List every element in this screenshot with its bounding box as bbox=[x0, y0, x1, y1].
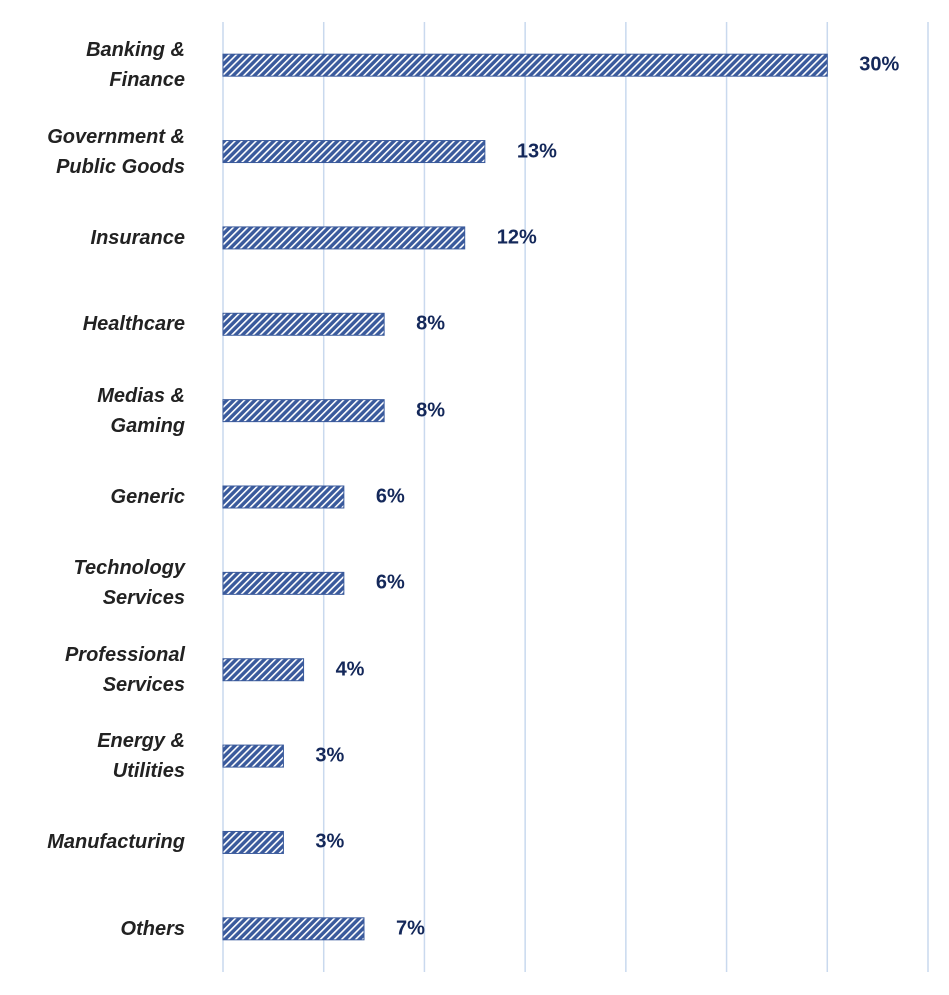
category-label: Manufacturing bbox=[47, 831, 185, 854]
value-label: 4% bbox=[335, 658, 365, 681]
category-label: Technology Services bbox=[73, 557, 185, 610]
category-label: Medias & Gaming bbox=[97, 384, 185, 437]
category-label: Energy & Utilities bbox=[97, 730, 185, 783]
category-label: Insurance bbox=[90, 226, 185, 249]
value-label: 3% bbox=[315, 830, 345, 853]
category-label: Professional Services bbox=[64, 643, 185, 696]
bar bbox=[222, 571, 345, 595]
value-label: 12% bbox=[496, 226, 537, 249]
value-label: 3% bbox=[315, 744, 345, 767]
category-label: Banking & Finance bbox=[86, 39, 185, 92]
bar bbox=[222, 226, 466, 250]
bar bbox=[222, 399, 385, 423]
bar bbox=[222, 312, 385, 336]
value-label: 6% bbox=[375, 571, 405, 594]
bar bbox=[222, 658, 305, 682]
category-label: Others bbox=[120, 917, 185, 940]
value-label: 13% bbox=[516, 140, 557, 163]
value-label: 8% bbox=[416, 312, 446, 335]
category-label: Generic bbox=[110, 486, 185, 508]
bar bbox=[222, 140, 486, 164]
bar bbox=[222, 917, 365, 941]
value-label: 6% bbox=[375, 485, 405, 508]
bar bbox=[222, 485, 345, 509]
bar bbox=[222, 830, 284, 854]
value-label: 30% bbox=[859, 53, 900, 76]
category-label: Healthcare bbox=[82, 313, 185, 336]
bar bbox=[222, 53, 828, 77]
value-label: 8% bbox=[416, 399, 446, 422]
value-label: 7% bbox=[396, 917, 425, 940]
category-label: Government & Public Goods bbox=[47, 125, 185, 178]
bar bbox=[222, 744, 284, 768]
